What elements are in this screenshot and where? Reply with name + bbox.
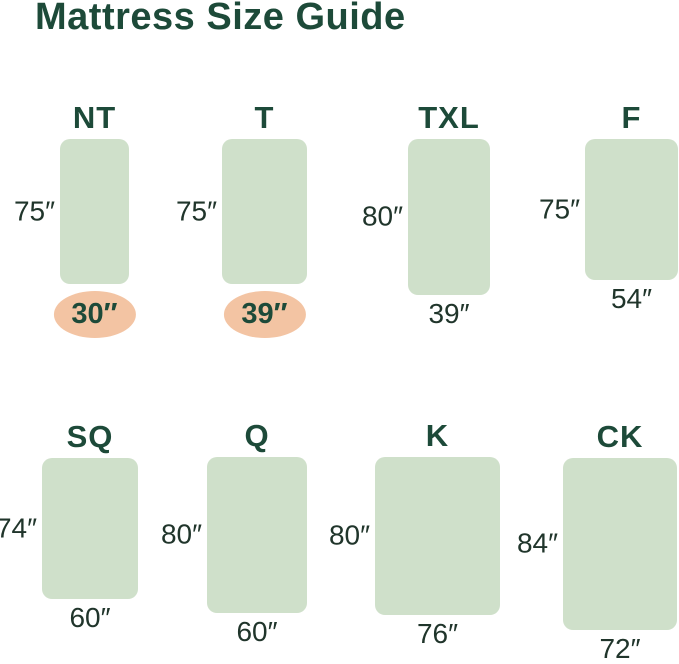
height-dimension-label: 80″ [361,200,403,232]
size-code-label: T [254,100,275,135]
width-dimension-label: 76″ [416,618,459,649]
height-dimension-label: 75″ [13,194,55,226]
size-code-label: CK [596,419,644,454]
size-code-label: NT [72,100,117,135]
width-dimension-label: 39″ [428,298,470,329]
size-code-label: SQ [66,419,114,454]
width-dimension-highlight: 39″ [223,291,306,338]
height-dimension-label: 84″ [516,527,558,559]
height-dimension-label: 74″ [0,511,37,543]
height-dimension-label: 75″ [538,192,580,224]
size-code-label: TXL [418,100,480,135]
mattress-f: F 75″ 54″ [539,102,678,313]
width-dimension-label: 60″ [236,616,278,647]
mattress-nt: NT 75″ 30″ [14,102,136,338]
mattress-sq: SQ 74″ 60″ [0,421,138,632]
width-dimension-label: 54″ [610,283,653,314]
width-dimension-highlight: 30″ [53,291,136,338]
height-dimension-label: 75″ [175,194,217,226]
page-title: Mattress Size Guide [35,0,406,38]
mattress-ck: CK 84″ 72″ [517,421,677,663]
width-dimension-label: 72″ [599,633,641,664]
size-code-label: Q [244,418,270,453]
size-code-label: K [425,418,450,453]
width-dimension-label: 60″ [69,602,111,633]
mattress-q: Q 80″ 60″ [161,420,307,646]
mattress-t: T 75″ 39″ [176,102,307,338]
mattress-k: K 80″ 76″ [329,420,500,648]
height-dimension-label: 80″ [328,519,370,551]
height-dimension-label: 80″ [160,518,202,550]
mattress-txl: TXL 80″ 39″ [362,102,490,328]
size-code-label: F [621,100,642,135]
